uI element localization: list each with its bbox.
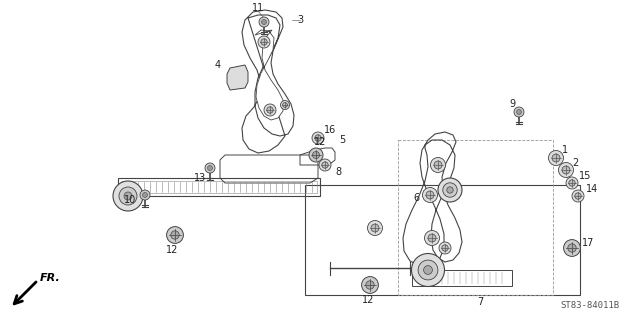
Circle shape bbox=[575, 193, 581, 199]
Circle shape bbox=[438, 178, 462, 202]
Circle shape bbox=[424, 266, 433, 274]
Circle shape bbox=[280, 100, 289, 109]
Circle shape bbox=[264, 104, 276, 116]
Circle shape bbox=[171, 231, 179, 239]
Circle shape bbox=[140, 190, 150, 200]
Circle shape bbox=[143, 193, 148, 197]
Circle shape bbox=[568, 244, 576, 252]
Text: 7: 7 bbox=[477, 297, 483, 307]
Circle shape bbox=[262, 20, 266, 25]
Bar bbox=[412, 270, 512, 286]
Text: 16: 16 bbox=[324, 125, 336, 135]
Circle shape bbox=[426, 191, 434, 199]
Circle shape bbox=[548, 150, 564, 165]
Circle shape bbox=[431, 157, 445, 172]
Bar bbox=[398, 140, 553, 295]
Text: 2: 2 bbox=[572, 158, 578, 168]
Circle shape bbox=[258, 36, 270, 48]
Text: 11: 11 bbox=[252, 3, 264, 13]
Circle shape bbox=[442, 245, 448, 251]
Circle shape bbox=[514, 107, 524, 117]
Circle shape bbox=[124, 192, 132, 200]
Text: 12: 12 bbox=[314, 137, 326, 147]
Circle shape bbox=[362, 276, 378, 293]
Circle shape bbox=[319, 159, 331, 171]
Text: 6: 6 bbox=[413, 193, 419, 203]
Circle shape bbox=[119, 187, 137, 205]
Polygon shape bbox=[255, 30, 283, 120]
Circle shape bbox=[418, 260, 438, 280]
Circle shape bbox=[422, 188, 438, 203]
Circle shape bbox=[434, 161, 442, 169]
Circle shape bbox=[439, 242, 451, 254]
Text: 13: 13 bbox=[194, 173, 206, 183]
Circle shape bbox=[559, 163, 573, 178]
Circle shape bbox=[313, 151, 320, 158]
Circle shape bbox=[267, 107, 273, 113]
Circle shape bbox=[283, 103, 287, 108]
Bar bbox=[305, 185, 580, 295]
Circle shape bbox=[564, 240, 580, 256]
Bar bbox=[121, 181, 317, 193]
Text: 5: 5 bbox=[339, 135, 345, 145]
Circle shape bbox=[424, 230, 440, 245]
Circle shape bbox=[371, 224, 379, 232]
Text: 1: 1 bbox=[562, 145, 568, 155]
Circle shape bbox=[167, 227, 183, 244]
Text: FR.: FR. bbox=[40, 273, 61, 283]
Circle shape bbox=[562, 166, 570, 174]
Text: 10: 10 bbox=[124, 195, 136, 205]
Bar bbox=[118, 178, 320, 196]
Text: ST83-84011B: ST83-84011B bbox=[561, 301, 620, 310]
Text: 12: 12 bbox=[166, 245, 178, 255]
Circle shape bbox=[208, 165, 213, 171]
Circle shape bbox=[569, 180, 575, 186]
Circle shape bbox=[261, 39, 267, 45]
Circle shape bbox=[443, 183, 457, 197]
Text: 12: 12 bbox=[362, 295, 374, 305]
Text: 14: 14 bbox=[586, 184, 598, 194]
Circle shape bbox=[315, 135, 321, 141]
Circle shape bbox=[447, 187, 453, 193]
Text: 8: 8 bbox=[335, 167, 341, 177]
Text: 17: 17 bbox=[582, 238, 594, 248]
Text: 15: 15 bbox=[579, 171, 591, 181]
Polygon shape bbox=[227, 65, 248, 90]
Circle shape bbox=[366, 281, 374, 289]
Circle shape bbox=[517, 109, 522, 115]
Circle shape bbox=[205, 163, 215, 173]
Circle shape bbox=[572, 190, 584, 202]
Circle shape bbox=[368, 220, 382, 236]
Circle shape bbox=[309, 148, 323, 162]
Circle shape bbox=[312, 132, 324, 144]
Circle shape bbox=[566, 177, 578, 189]
Text: 9: 9 bbox=[509, 99, 515, 109]
Circle shape bbox=[412, 253, 445, 286]
Circle shape bbox=[552, 154, 560, 162]
Text: 4: 4 bbox=[215, 60, 221, 70]
Circle shape bbox=[113, 181, 143, 211]
Text: 3: 3 bbox=[297, 15, 303, 25]
Circle shape bbox=[259, 17, 269, 27]
Circle shape bbox=[322, 162, 328, 168]
Circle shape bbox=[428, 234, 436, 242]
